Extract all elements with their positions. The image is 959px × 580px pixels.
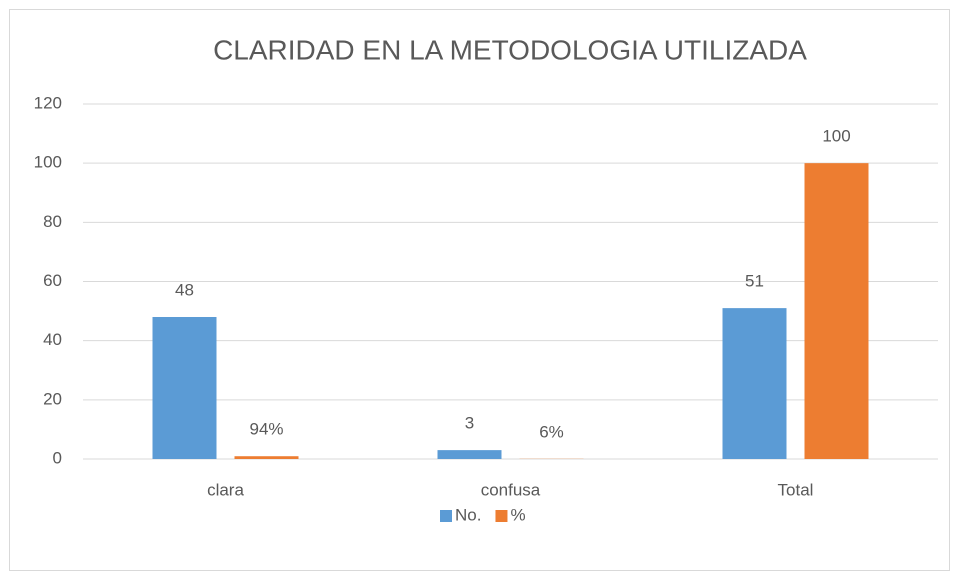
y-tick-label: 60 <box>43 271 62 290</box>
data-label: 94% <box>249 420 283 439</box>
data-label: 6% <box>539 422 564 441</box>
data-label: 3 <box>465 414 474 433</box>
x-tick-label: confusa <box>481 480 541 499</box>
chart-title: CLARIDAD EN LA METODOLOGIA UTILIZADA <box>213 34 807 65</box>
y-tick-label: 120 <box>34 93 62 112</box>
y-tick-label: 100 <box>34 153 62 172</box>
data-label: 100 <box>822 127 850 146</box>
bar <box>152 317 217 459</box>
bar <box>804 163 869 459</box>
legend-swatch <box>495 510 508 522</box>
legend-label: % <box>510 505 525 524</box>
y-tick-label: 20 <box>43 389 62 408</box>
legend-label: No. <box>455 505 481 524</box>
y-tick-label: 40 <box>43 330 62 349</box>
y-tick-label: 0 <box>53 448 62 467</box>
data-label: 51 <box>745 272 764 291</box>
bar <box>722 308 787 459</box>
y-tick-label: 80 <box>43 212 62 231</box>
data-label: 48 <box>175 280 194 299</box>
x-tick-label: clara <box>207 480 244 499</box>
chart-border <box>9 9 950 571</box>
bar <box>234 456 299 459</box>
bar <box>437 450 502 459</box>
legend-swatch <box>440 510 452 522</box>
x-tick-label: Total <box>778 480 814 499</box>
